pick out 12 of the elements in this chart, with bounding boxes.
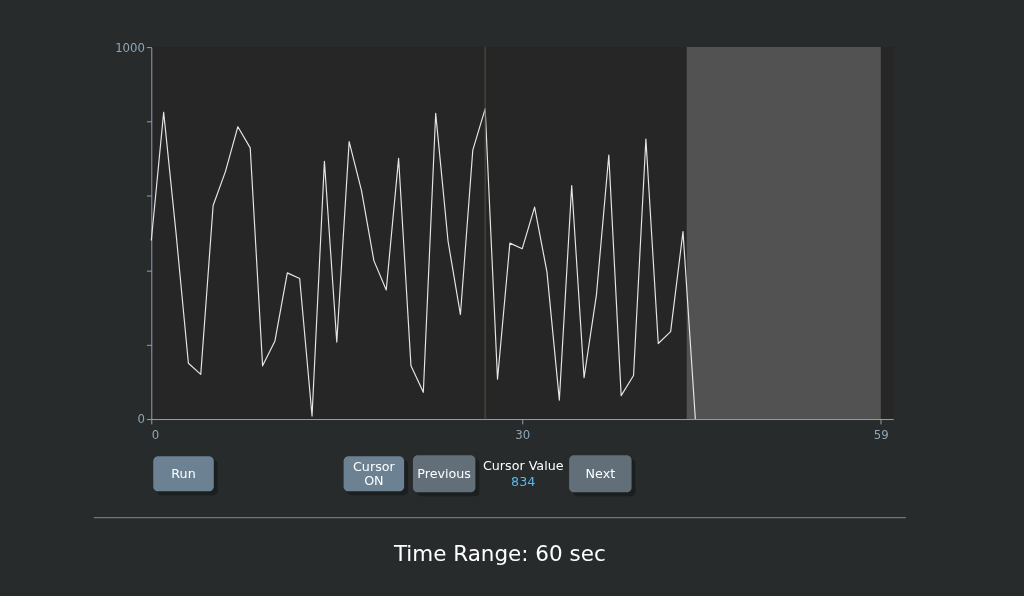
text: 834 [511, 474, 536, 490]
x-tick-label: 59 [873, 428, 889, 443]
x-tick-label: 30 [515, 428, 531, 443]
x-tick-label: 0 [151, 428, 160, 443]
text: Cursor Value [482, 457, 564, 473]
text: Cursor ON [353, 458, 396, 489]
text: Previous [417, 465, 471, 481]
line-series [150, 108, 696, 420]
y-tick-label: 1000 [115, 40, 145, 55]
text: Run [171, 465, 196, 481]
text: Time Range: 60 sec [392, 540, 606, 566]
text: Next [585, 465, 616, 481]
